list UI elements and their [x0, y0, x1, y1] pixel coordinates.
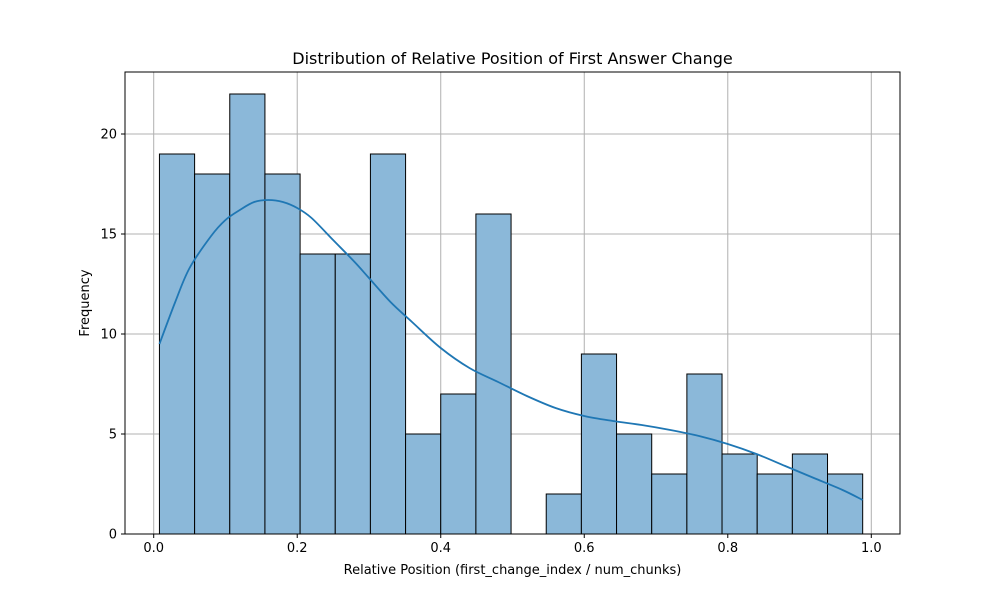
- x-axis-label: Relative Position (first_change_index / …: [344, 563, 682, 578]
- x-axis-ticks: 0.0 0.2 0.4 0.6 0.8 1.0: [143, 534, 882, 556]
- histogram-bar: [721, 453, 758, 535]
- y-axis-label: Frequency: [78, 269, 93, 336]
- histogram-bar: [369, 153, 407, 535]
- kde-line: [158, 199, 864, 501]
- histogram-bar: [229, 93, 266, 535]
- histogram-bars: [158, 93, 864, 535]
- kde-curve: [158, 199, 864, 501]
- plot-area-frame: [124, 71, 901, 535]
- x-tick-label: 0.2: [287, 541, 308, 556]
- histogram-bar: [264, 173, 301, 535]
- histogram-bar: [334, 253, 371, 535]
- y-tick-label: 15: [100, 228, 117, 243]
- histogram-bar: [791, 453, 829, 535]
- y-tick-label: 0: [109, 528, 117, 543]
- x-tick-label: 0.6: [574, 541, 595, 556]
- histogram-bar: [827, 473, 864, 535]
- y-tick-label: 20: [100, 128, 117, 143]
- x-tick-label: 1.0: [861, 541, 882, 556]
- histogram-bar: [580, 353, 618, 535]
- x-tick-label: 0.0: [143, 541, 164, 556]
- y-tick-label: 5: [109, 428, 117, 443]
- chart-title: Distribution of Relative Position of Fir…: [292, 49, 732, 68]
- y-axis-ticks: 0 5 10 15 20: [100, 128, 125, 543]
- histogram-bar: [158, 153, 196, 535]
- x-tick-label: 0.4: [430, 541, 451, 556]
- histogram-bar: [651, 473, 688, 535]
- histogram-bar: [686, 373, 723, 535]
- histogram-bar: [194, 173, 231, 535]
- histogram-bar: [616, 433, 653, 535]
- histogram-bar: [756, 473, 793, 535]
- x-tick-label: 0.8: [717, 541, 738, 556]
- y-tick-label: 10: [100, 328, 117, 343]
- histogram-bar: [299, 253, 336, 535]
- histogram-bar: [545, 493, 582, 535]
- histogram-bar: [440, 393, 477, 535]
- histogram-bar: [405, 433, 442, 535]
